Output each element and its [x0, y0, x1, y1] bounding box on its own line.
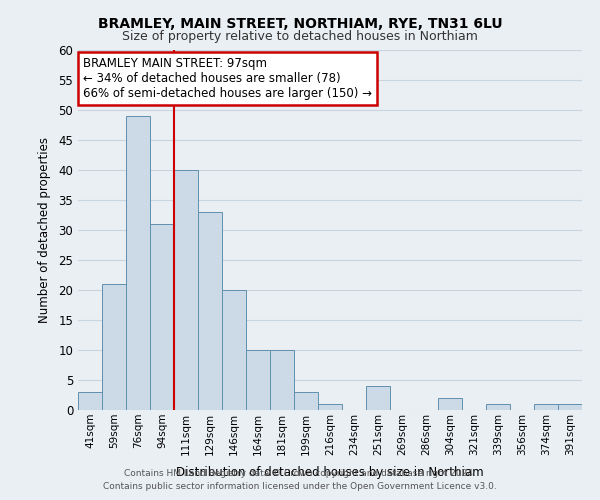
- Bar: [366, 386, 390, 410]
- Bar: [102, 284, 126, 410]
- Bar: [318, 404, 342, 410]
- Bar: [174, 170, 198, 410]
- Y-axis label: Number of detached properties: Number of detached properties: [38, 137, 52, 323]
- Text: Size of property relative to detached houses in Northiam: Size of property relative to detached ho…: [122, 30, 478, 43]
- Bar: [150, 224, 174, 410]
- Text: BRAMLEY, MAIN STREET, NORTHIAM, RYE, TN31 6LU: BRAMLEY, MAIN STREET, NORTHIAM, RYE, TN3…: [98, 18, 502, 32]
- Bar: [246, 350, 270, 410]
- Bar: [438, 398, 462, 410]
- Bar: [270, 350, 294, 410]
- Bar: [222, 290, 246, 410]
- X-axis label: Distribution of detached houses by size in Northiam: Distribution of detached houses by size …: [176, 466, 484, 479]
- Bar: [558, 404, 582, 410]
- Bar: [486, 404, 510, 410]
- Bar: [126, 116, 150, 410]
- Text: BRAMLEY MAIN STREET: 97sqm
← 34% of detached houses are smaller (78)
66% of semi: BRAMLEY MAIN STREET: 97sqm ← 34% of deta…: [83, 57, 372, 100]
- Bar: [534, 404, 558, 410]
- Bar: [78, 392, 102, 410]
- Bar: [198, 212, 222, 410]
- Text: Contains HM Land Registry data © Crown copyright and database right 2024.
Contai: Contains HM Land Registry data © Crown c…: [103, 469, 497, 491]
- Bar: [294, 392, 318, 410]
